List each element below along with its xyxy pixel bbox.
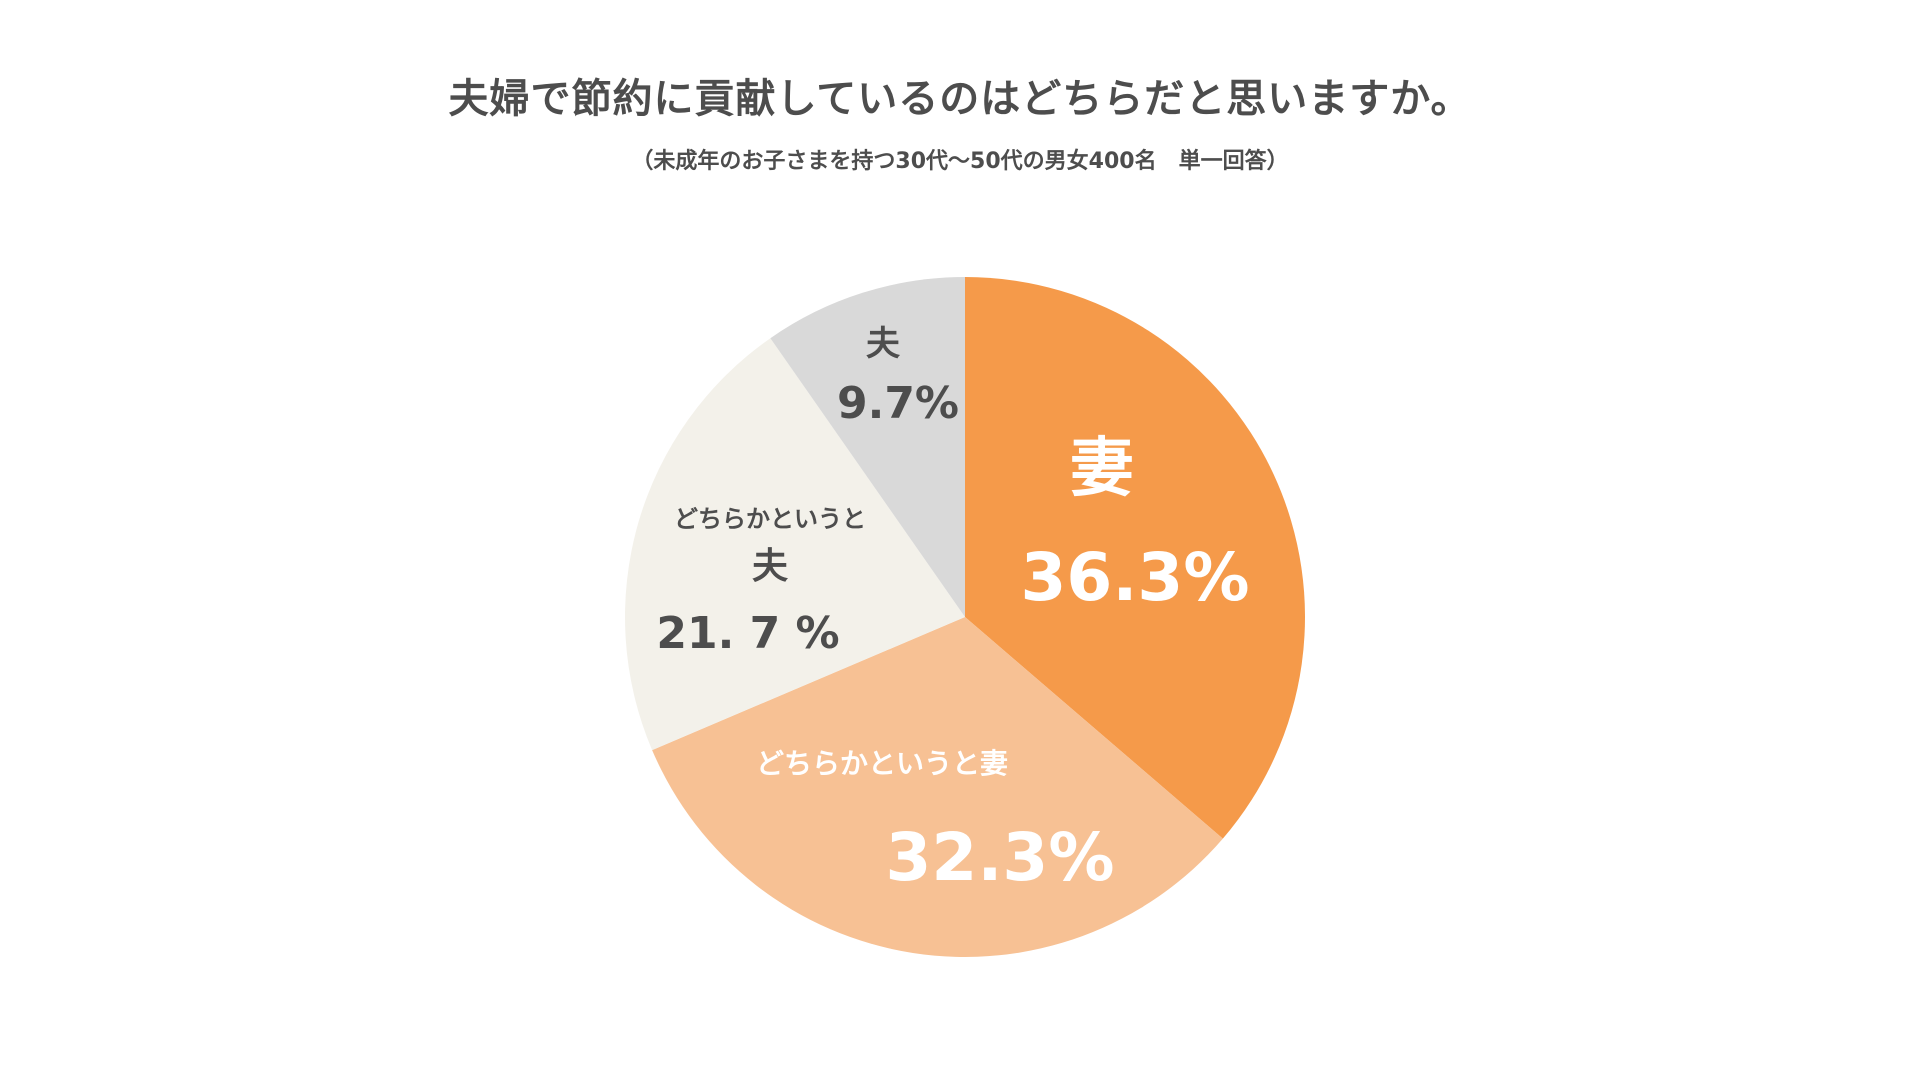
slice-value-husband: 9.7% <box>837 378 959 429</box>
slice-label-wife: 妻 <box>1070 432 1134 506</box>
chart-title: 夫婦で節約に貢献しているのはどちらだと思いますか。 <box>448 76 1472 122</box>
slice-value-wife: 36.3% <box>1021 539 1250 616</box>
slice-label-husband: 夫 <box>866 324 901 364</box>
pie-slice-wife <box>965 277 1306 839</box>
slice-value-rather-wife: 32.3% <box>886 819 1115 896</box>
slice-label-rather-husband-line2: 夫 <box>752 546 789 587</box>
slice-label-rather-husband-line1: どちらかというと <box>674 505 866 533</box>
pie-slice-rather-wife <box>652 617 1223 957</box>
chart-subtitle: （未成年のお子さまを持つ30代〜50代の男女400名 単一回答） <box>631 149 1289 174</box>
pie-slice-rather-husband <box>625 338 965 751</box>
slice-label-rather-wife: どちらかというと妻 <box>756 747 1008 780</box>
pie-slice-husband <box>770 277 965 617</box>
pie-slices <box>625 277 1306 957</box>
slice-value-rather-husband: 21. 7 % <box>656 608 839 659</box>
